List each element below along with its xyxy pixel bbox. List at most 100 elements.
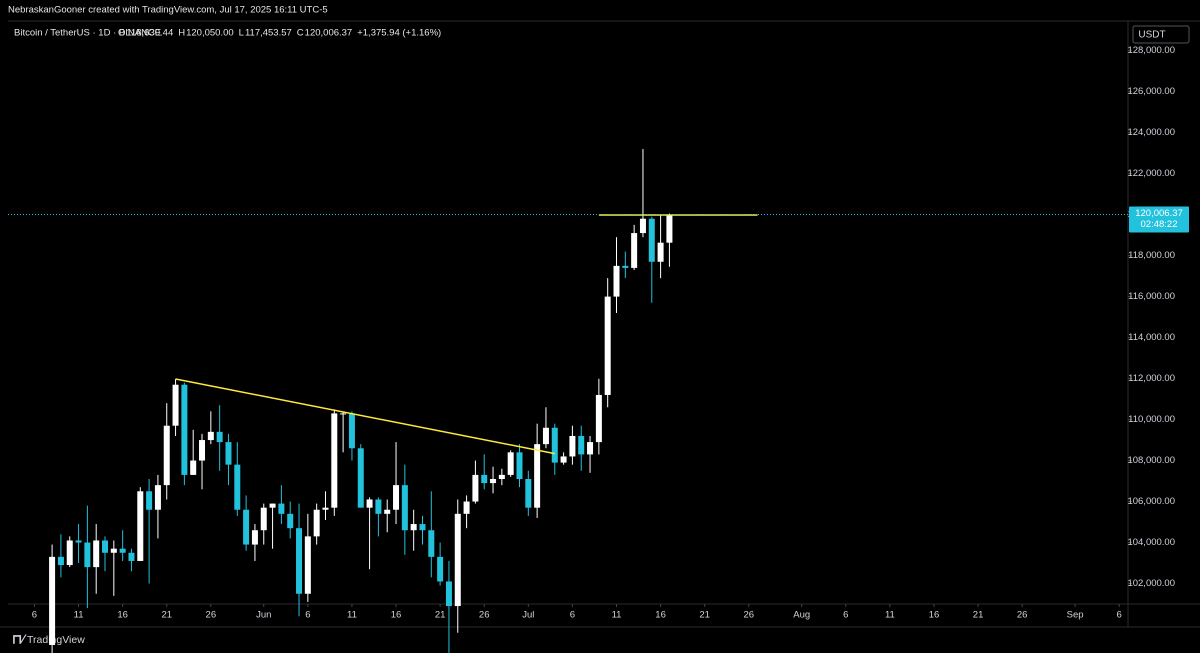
last-price-box — [1129, 206, 1189, 233]
change: +1,375.94 (+1.16%) — [357, 28, 441, 39]
candle-body — [463, 501, 470, 514]
candle-body — [401, 485, 408, 531]
ohlc-key: O — [118, 28, 125, 39]
x-tick-label: 26 — [743, 610, 754, 621]
candle-body — [225, 442, 232, 465]
x-tick-label: 11 — [885, 610, 895, 621]
candle-body — [199, 440, 206, 461]
candle-body — [181, 384, 188, 475]
x-tick-label: Sep — [1067, 610, 1084, 621]
candle-body — [481, 474, 488, 484]
last-price-label: 120,006.37 — [1135, 208, 1183, 219]
y-tick-label: 104,000.00 — [1127, 537, 1175, 548]
candle-body — [384, 509, 391, 514]
candle-body — [260, 507, 267, 531]
y-tick-label: 124,000.00 — [1127, 127, 1175, 138]
candle-body — [287, 513, 294, 529]
candle-body — [410, 524, 417, 531]
x-tick-label: 21 — [161, 610, 172, 621]
candle-body — [313, 509, 320, 537]
candle-body — [375, 499, 382, 514]
candles — [49, 149, 673, 653]
candle-body — [366, 499, 373, 508]
candle-body — [472, 474, 479, 502]
candle-body — [278, 503, 285, 514]
trendline — [175, 378, 555, 455]
candle-body — [251, 530, 258, 545]
countdown: 02:48:22 — [1141, 219, 1178, 230]
x-tick-label: 6 — [32, 610, 37, 621]
y-tick-label: 114,000.00 — [1128, 332, 1175, 343]
candle-body — [128, 552, 135, 561]
candle-body — [613, 265, 620, 297]
candle-body — [516, 452, 523, 479]
candle-body — [419, 524, 426, 531]
candle-body — [243, 509, 250, 545]
candle-body — [542, 427, 549, 445]
x-tick-label: 26 — [1017, 610, 1028, 621]
y-tick-label: 122,000.00 — [1127, 168, 1175, 179]
candle-body — [172, 384, 179, 426]
x-tick-label: 21 — [699, 610, 710, 621]
x-tick-label: 11 — [74, 610, 84, 621]
candle-body — [190, 460, 197, 475]
x-tick-label: 16 — [655, 610, 666, 621]
candle-body — [66, 540, 73, 566]
ohlc-key: C — [297, 28, 304, 39]
candle-body — [587, 442, 594, 455]
y-tick-label: 126,000.00 — [1127, 86, 1175, 97]
x-tick-label: 6 — [843, 610, 848, 621]
y-tick-label: 116,000.00 — [1128, 291, 1175, 302]
candle-body — [490, 478, 497, 484]
candle-body — [357, 448, 364, 508]
candle-body — [340, 413, 347, 415]
x-tick-label: 21 — [435, 610, 446, 621]
x-tick-label: 21 — [973, 610, 984, 621]
y-tick-label: 106,000.00 — [1127, 496, 1175, 507]
x-tick-label: 16 — [929, 610, 940, 621]
candle-body — [631, 233, 638, 268]
candle-body — [137, 491, 144, 561]
x-tick-label: Aug — [793, 610, 810, 621]
candle-body — [437, 556, 444, 582]
candle-body — [551, 427, 558, 463]
x-tick-label: 11 — [347, 610, 357, 621]
ohlc-key: L — [239, 28, 244, 39]
symbol: Bitcoin / TetherUS · 1D · BINANCE — [14, 28, 161, 39]
x-tick-label: 26 — [206, 610, 217, 621]
y-tick-label: 102,000.00 — [1127, 578, 1175, 589]
candle-body — [445, 581, 452, 607]
candle-body — [207, 431, 214, 441]
x-tick-label: 6 — [1117, 610, 1122, 621]
currency-button[interactable] — [1132, 25, 1190, 44]
candle-body — [304, 536, 311, 594]
ohlc-value: 117,453.57 — [245, 28, 292, 39]
y-tick-label: 118,000.00 — [1128, 250, 1175, 261]
candle-body — [648, 218, 655, 262]
x-tick-label: 16 — [391, 610, 402, 621]
candle-body — [622, 265, 629, 268]
candle-body — [49, 556, 56, 645]
brand: TradingView — [27, 634, 85, 646]
candle-body — [75, 540, 82, 543]
candle-body — [234, 464, 241, 510]
candle-body — [604, 296, 611, 395]
ohlc-value: 120,006.37 — [305, 28, 353, 39]
x-tick-label: 6 — [570, 610, 575, 621]
currency[interactable]: USDT — [1138, 30, 1165, 41]
x-tick-label: 16 — [117, 610, 128, 621]
candle-body — [348, 413, 355, 449]
ohlc-key: H — [178, 28, 185, 39]
candle-body — [102, 540, 109, 553]
candle-body — [216, 431, 223, 443]
y-tick-label: 112,000.00 — [1128, 373, 1175, 384]
x-tick-label: Jun — [256, 610, 271, 621]
candle-body — [569, 435, 576, 457]
candle-body — [534, 444, 541, 508]
x-tick-label: 11 — [612, 610, 622, 621]
legend: Bitcoin / TetherUS · 1D · BINANCE — [14, 28, 161, 39]
candle-body — [507, 452, 514, 475]
candle-body — [119, 548, 126, 553]
candle-body — [560, 456, 567, 463]
